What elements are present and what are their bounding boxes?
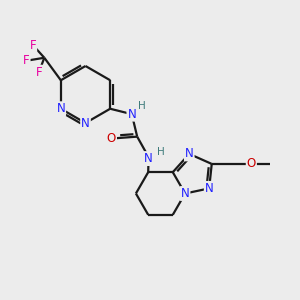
- Text: H: H: [138, 101, 146, 111]
- Text: N: N: [181, 187, 190, 200]
- Text: N: N: [56, 102, 65, 115]
- Text: N: N: [144, 152, 153, 165]
- Text: F: F: [30, 39, 36, 52]
- Text: F: F: [23, 54, 30, 67]
- Text: N: N: [81, 116, 90, 130]
- Text: O: O: [247, 158, 256, 170]
- Text: F: F: [36, 66, 42, 79]
- Text: N: N: [185, 147, 194, 161]
- Text: N: N: [205, 182, 214, 195]
- Text: N: N: [128, 108, 136, 121]
- Text: H: H: [157, 147, 165, 157]
- Text: O: O: [107, 132, 116, 145]
